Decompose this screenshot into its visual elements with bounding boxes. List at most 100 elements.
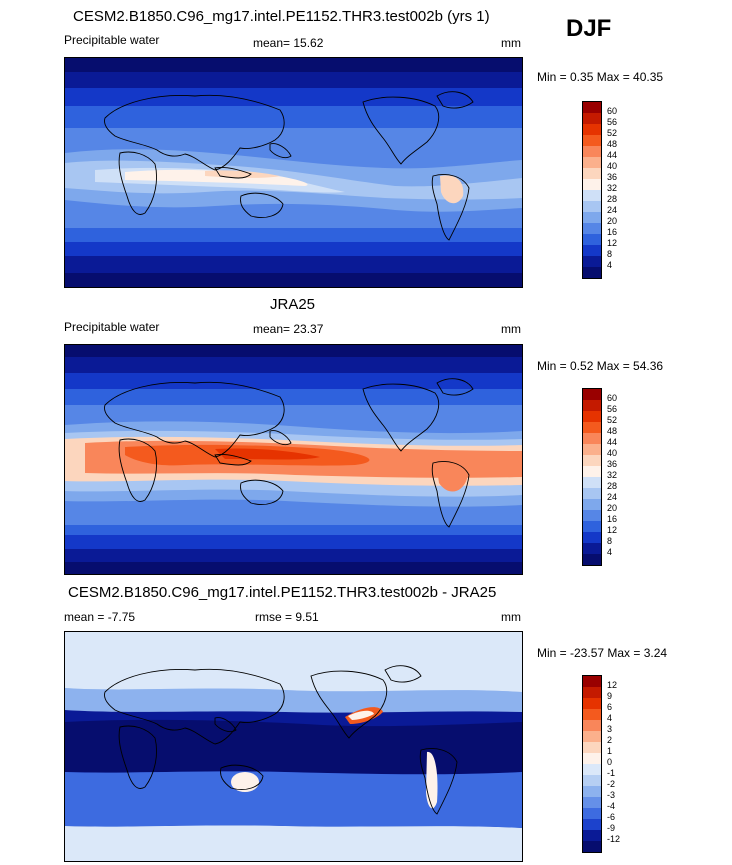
colorbar-swatch	[583, 510, 601, 521]
colorbar-swatch	[583, 422, 601, 433]
colorbar-tick-label: 12	[607, 238, 618, 248]
colorbar-tick-label: 40	[607, 161, 618, 171]
colorbar-swatch	[583, 201, 601, 212]
colorbar-tick-label: 36	[607, 459, 618, 469]
colorbar-tick-label: -12	[607, 834, 621, 844]
colorbar-swatch	[583, 477, 601, 488]
colorbar-tick-label: 4	[607, 260, 613, 270]
panel3-units-label: mm	[501, 610, 521, 624]
colorbar-swatch	[583, 521, 601, 532]
colorbar-swatch	[583, 256, 601, 267]
colorbar-swatch	[583, 841, 601, 852]
colorbar-swatch	[583, 687, 601, 698]
colorbar-swatch	[583, 190, 601, 201]
colorbar-swatch	[583, 455, 601, 466]
colorbar-swatch	[583, 168, 601, 179]
colorbar-tick-label: 16	[607, 514, 618, 524]
colorbar-tick-label: 60	[607, 393, 618, 403]
colorbar-tick-label: 48	[607, 426, 618, 436]
panel1-units-label: mm	[501, 36, 521, 50]
colorbar-tick-label: 24	[607, 205, 618, 215]
colorbar-tick-label: 8	[607, 249, 613, 259]
panel2-title: JRA25	[270, 296, 316, 313]
colorbar-swatch	[583, 764, 601, 775]
colorbar-swatch	[583, 532, 601, 543]
colorbar-tick-label: 9	[607, 691, 613, 701]
colorbar-tick-label: 60	[607, 106, 618, 116]
colorbar-swatch	[583, 400, 601, 411]
colorbar-tick-label: 1	[607, 746, 613, 756]
colorbar-swatch	[583, 709, 601, 720]
colorbar-tick-label: -1	[607, 768, 616, 778]
panel3-minmax-label: Min = -23.57 Max = 3.24	[537, 646, 668, 660]
colorbar-swatch	[583, 245, 601, 256]
colorbar-tick-label: 52	[607, 415, 618, 425]
colorbar-swatch	[583, 797, 601, 808]
colorbar-swatch	[583, 775, 601, 786]
panel1-map	[64, 57, 523, 288]
colorbar-swatch	[583, 179, 601, 190]
panel3-colorbar-swatches	[583, 676, 601, 852]
colorbar-swatch	[583, 466, 601, 477]
colorbar-swatch	[583, 444, 601, 455]
colorbar-swatch	[583, 753, 601, 764]
panel1-mean-label: mean= 15.62	[253, 36, 324, 50]
colorbar-tick-label: -6	[607, 812, 616, 822]
colorbar-tick-label: 4	[607, 713, 613, 723]
panel2-mean-label: mean= 23.37	[253, 322, 324, 336]
colorbar-swatch	[583, 146, 601, 157]
colorbar-swatch	[583, 488, 601, 499]
colorbar-swatch	[583, 830, 601, 841]
colorbar-tick-label: 2	[607, 735, 613, 745]
panel3-mean-label: mean = -7.75	[64, 610, 136, 624]
colorbar-swatch	[583, 212, 601, 223]
colorbar-swatch	[583, 389, 601, 400]
colorbar-swatch	[583, 698, 601, 709]
season-label: DJF	[566, 15, 612, 42]
colorbar-tick-label: -2	[607, 779, 616, 789]
colorbar-tick-label: -4	[607, 801, 616, 811]
colorbar-tick-label: 16	[607, 227, 618, 237]
colorbar-swatch	[583, 742, 601, 753]
colorbar-swatch	[583, 157, 601, 168]
panel2-map	[64, 344, 523, 575]
colorbar-swatch	[583, 135, 601, 146]
colorbar-tick-label: 4	[607, 547, 613, 557]
colorbar-tick-label: 20	[607, 503, 618, 513]
colorbar-tick-label: 12	[607, 680, 618, 690]
colorbar-tick-label: 28	[607, 194, 618, 204]
colorbar-tick-label: -9	[607, 823, 616, 833]
colorbar-swatch	[583, 124, 601, 135]
colorbar-tick-label: 44	[607, 150, 618, 160]
colorbar-swatch	[583, 808, 601, 819]
colorbar-swatch	[583, 267, 601, 278]
colorbar-swatch	[583, 786, 601, 797]
colorbar-swatch	[583, 543, 601, 554]
colorbar-tick-label: 44	[607, 437, 618, 447]
colorbar-swatch	[583, 819, 601, 830]
colorbar-tick-label: 0	[607, 757, 613, 767]
colorbar-swatch	[583, 113, 601, 124]
colorbar-swatch	[583, 411, 601, 422]
colorbar-swatch	[583, 499, 601, 510]
panel3-rmse-label: rmse = 9.51	[255, 610, 319, 624]
colorbar-tick-label: 56	[607, 404, 618, 414]
panel2-colorbar	[582, 388, 602, 566]
colorbar-tick-label: 24	[607, 492, 618, 502]
panel1-colorbar-swatches	[583, 102, 601, 278]
panel2-variable-label: Precipitable water	[64, 320, 160, 334]
colorbar-tick-label: 20	[607, 216, 618, 226]
colorbar-tick-label: 36	[607, 172, 618, 182]
panel1-minmax-label: Min = 0.35 Max = 40.35	[537, 70, 664, 84]
panel2-colorbar-swatches	[583, 389, 601, 565]
colorbar-tick-label: 48	[607, 139, 618, 149]
panel1-title: CESM2.B1850.C96_mg17.intel.PE1152.THR3.t…	[73, 8, 490, 25]
colorbar-swatch	[583, 433, 601, 444]
colorbar-swatch	[583, 554, 601, 565]
colorbar-tick-label: 32	[607, 183, 618, 193]
panel3-colorbar	[582, 675, 602, 853]
panel2-units-label: mm	[501, 322, 521, 336]
panel1-variable-label: Precipitable water	[64, 33, 160, 47]
panel3-title: CESM2.B1850.C96_mg17.intel.PE1152.THR3.t…	[68, 584, 497, 601]
colorbar-tick-label: 40	[607, 448, 618, 458]
